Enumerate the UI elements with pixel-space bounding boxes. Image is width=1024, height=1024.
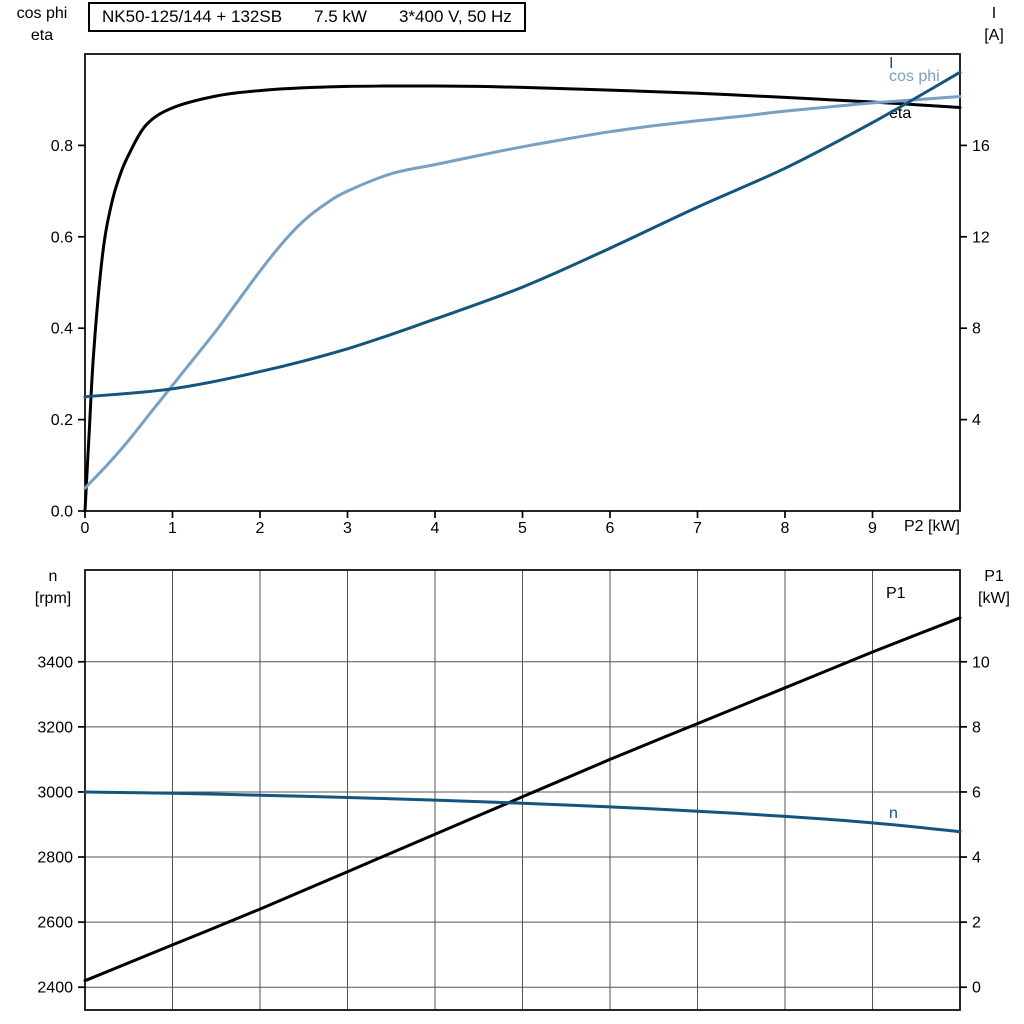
tick-label: 0.8 — [51, 138, 73, 155]
axis-label-eta: eta — [30, 27, 54, 44]
axis-label-rpm-unit: [rpm] — [34, 590, 72, 607]
tick-label: 0.6 — [51, 229, 73, 246]
curve-label-cos_phi: cos phi — [889, 68, 940, 85]
tick-label: 10 — [972, 654, 990, 671]
bottom-right-axis-header: P1 [kW] — [966, 566, 1022, 610]
tick-label: 0.0 — [51, 504, 73, 521]
axis-label-current: I — [991, 5, 997, 22]
tick-label: 8 — [972, 321, 981, 338]
curve-label-current: I — [889, 55, 893, 72]
tick-label: 3200 — [37, 719, 73, 736]
curve-current — [83, 70, 962, 399]
tick-label: 2 — [256, 520, 265, 537]
axis-label-p1: P1 — [984, 568, 1004, 585]
motor-power: 7.5 kW — [314, 7, 367, 26]
tick-label: 0.2 — [51, 412, 73, 429]
tick-label: 3400 — [37, 654, 73, 671]
tick-label: 0 — [972, 980, 981, 997]
plot-frame — [84, 53, 961, 512]
curve-n — [83, 790, 962, 834]
curve-eta — [83, 84, 962, 513]
tick-label: 7 — [693, 520, 702, 537]
x-axis-label-p2: P2 [kW] — [903, 518, 960, 535]
tick-label: 6 — [606, 520, 615, 537]
top-right-axis-header: I [A] — [970, 3, 1018, 47]
tick-label: 4 — [972, 412, 981, 429]
tick-label: 6 — [972, 784, 981, 801]
axis-label-n: n — [48, 568, 58, 585]
top-left-axis-header: cos phi eta — [4, 3, 80, 47]
tick-label: 5 — [518, 520, 527, 537]
axis-label-kw-unit: [kW] — [978, 590, 1010, 607]
bottom-left-axis-header: n [rpm] — [22, 566, 84, 610]
tick-label: 2400 — [37, 980, 73, 997]
axis-label-ampere-unit: [A] — [984, 27, 1004, 44]
tick-label: 3 — [343, 520, 352, 537]
plot-frame — [84, 569, 961, 1011]
tick-label: 2800 — [37, 850, 73, 867]
tick-label: 0.4 — [51, 321, 73, 338]
tick-label: 1 — [168, 520, 177, 537]
tick-label: 4 — [972, 850, 981, 867]
pump-model: NK50-125/144 + 132SB — [102, 7, 283, 26]
curve-p1 — [83, 616, 962, 983]
tick-label: 8 — [781, 520, 790, 537]
tick-label: 4 — [431, 520, 440, 537]
tick-label: 2600 — [37, 915, 73, 932]
supply-voltage: 3*400 V, 50 Hz — [398, 7, 512, 26]
curve-label-n: n — [889, 805, 898, 822]
tick-label: 8 — [972, 719, 981, 736]
curve-cos_phi — [83, 95, 962, 490]
tick-label: 9 — [868, 520, 877, 537]
chart-title-box: NK50-125/144 + 132SB 7.5 kW 3*400 V, 50 … — [88, 2, 526, 32]
tick-label: 16 — [972, 138, 990, 155]
tick-label: 2 — [972, 915, 981, 932]
tick-label: 0 — [81, 520, 90, 537]
curve-label-p1: P1 — [886, 585, 906, 602]
axis-label-cos-phi: cos phi — [16, 5, 68, 22]
tick-label: 12 — [972, 229, 990, 246]
tick-label: 3000 — [37, 784, 73, 801]
